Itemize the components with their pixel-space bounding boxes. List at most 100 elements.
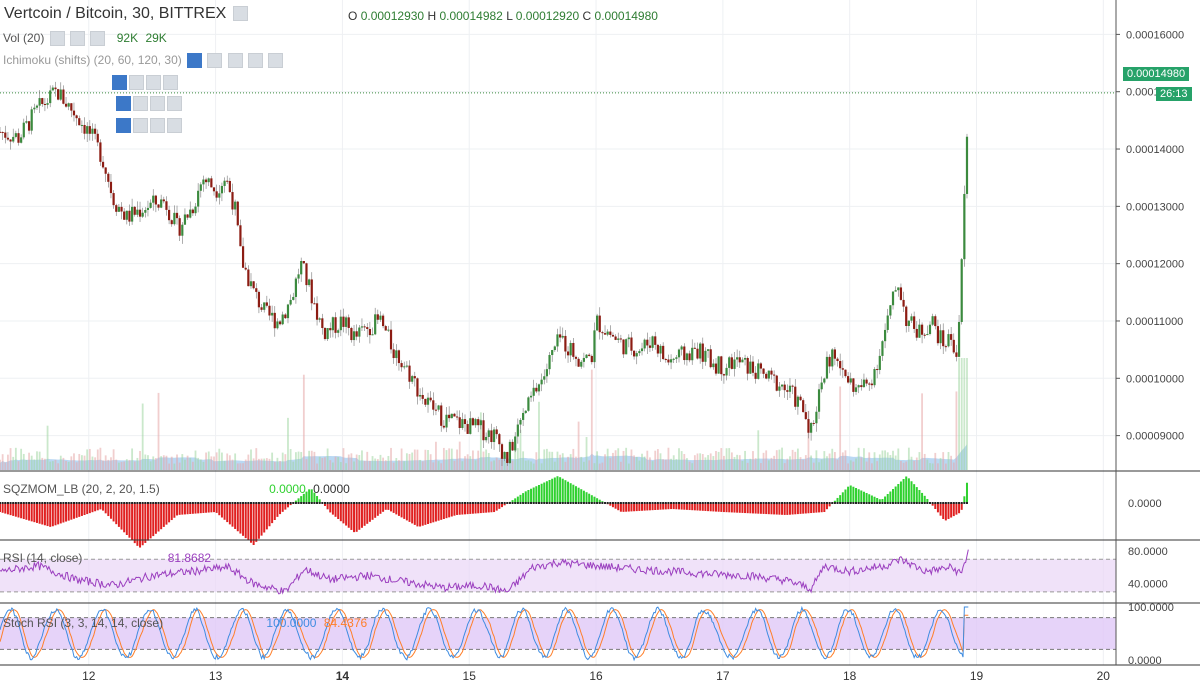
momentum-bar (918, 490, 921, 503)
squeeze-dot (889, 502, 892, 504)
candle-body (730, 357, 733, 369)
squeeze-dot (839, 502, 842, 504)
momentum-bar (522, 493, 525, 503)
volume-bar (487, 453, 490, 470)
candle-body (136, 209, 139, 215)
candle-body (411, 376, 414, 382)
momentum-bar (316, 496, 319, 503)
volume-bar (754, 458, 757, 470)
volume-bar (376, 459, 379, 470)
momentum-bar (162, 503, 165, 527)
momentum-bar (358, 503, 361, 530)
eye-icon[interactable] (116, 118, 131, 134)
volume-bar (374, 458, 377, 470)
settings-icon[interactable] (232, 6, 248, 22)
volume-bar (802, 459, 805, 470)
momentum-bar (725, 503, 728, 513)
squeeze-dot (20, 502, 23, 504)
candle-body (577, 358, 580, 367)
squeeze-dot (0, 502, 1, 504)
eye-icon[interactable] (116, 96, 131, 112)
volume-bar (65, 460, 67, 470)
momentum-bar (342, 503, 345, 524)
time-tick-label: 16 (589, 669, 603, 683)
candle-body (249, 281, 253, 287)
candle-body (337, 330, 340, 333)
close-icon[interactable] (167, 118, 182, 134)
vol-close-icon[interactable] (90, 31, 106, 47)
volume-bar (857, 447, 860, 470)
squeeze-dot (355, 502, 358, 504)
settings-icon[interactable] (133, 96, 148, 112)
candle-body (865, 379, 868, 384)
momentum-bar (353, 503, 356, 533)
candle-body (178, 218, 181, 236)
candle-body (477, 419, 480, 426)
momentum-bar (815, 503, 818, 513)
candle-body (358, 327, 361, 337)
volume-bar (83, 455, 86, 470)
ichimoku-source-icon[interactable] (227, 53, 243, 69)
squeeze-dot (165, 502, 168, 504)
settings-icon[interactable] (129, 75, 144, 91)
candle-body (804, 412, 807, 420)
momentum-bar (572, 484, 575, 503)
candle-body (363, 326, 366, 328)
add-icon[interactable] (150, 96, 165, 112)
close-icon[interactable] (163, 75, 178, 91)
momentum-bar (934, 503, 937, 509)
ichimoku-close-icon[interactable] (268, 53, 284, 69)
momentum-bar (630, 503, 633, 512)
volume-bar (141, 403, 144, 470)
candle-body (455, 416, 459, 418)
candle-body (268, 305, 271, 316)
vol-legend: Vol (20) 92K 29K (3, 31, 167, 47)
candle-body (667, 359, 670, 363)
squeeze-dot (419, 502, 422, 504)
candle-body (426, 397, 430, 405)
candle-body (704, 350, 707, 362)
candle-body (88, 126, 91, 134)
volume-bar (78, 453, 81, 470)
candle-body (543, 376, 546, 380)
squeeze-dot (672, 502, 675, 504)
volume-bar (712, 456, 715, 470)
volume-bar (688, 461, 691, 470)
vol-settings-icon[interactable] (49, 31, 65, 47)
candle-body (413, 376, 416, 379)
squeeze-dot (96, 502, 99, 504)
close-icon[interactable] (167, 96, 182, 112)
momentum-bar (889, 491, 892, 503)
candle-body (833, 349, 836, 359)
settings-icon[interactable] (133, 118, 148, 134)
momentum-bar (707, 503, 710, 512)
candle-body (680, 346, 683, 350)
candle-body (434, 409, 438, 411)
add-icon[interactable] (146, 75, 161, 91)
squeeze-dot (736, 502, 739, 504)
vol-add-icon[interactable] (70, 31, 86, 47)
eye-icon[interactable] (187, 53, 203, 69)
volume-bar (921, 393, 923, 470)
volume-bar (807, 410, 810, 470)
ichimoku-settings-icon[interactable] (207, 53, 223, 69)
volume-bar (818, 462, 820, 470)
ichimoku-add-icon[interactable] (248, 53, 264, 69)
volume-bar (139, 450, 141, 470)
momentum-bar (308, 489, 311, 503)
add-icon[interactable] (150, 118, 165, 134)
squeeze-dot (765, 502, 768, 504)
momentum-bar (582, 490, 585, 503)
momentum-bar (112, 503, 115, 522)
momentum-bar (688, 503, 691, 511)
momentum-bar (493, 503, 496, 513)
candle-body (551, 350, 554, 356)
candle-body (601, 332, 604, 334)
candle-body (17, 133, 20, 143)
momentum-bar (374, 503, 377, 518)
ichimoku-legend: Ichimoku (shifts) (20, 60, 120, 30) (3, 53, 284, 69)
squeeze-dot (12, 502, 15, 504)
eye-icon[interactable] (112, 75, 127, 91)
squeeze-dot (427, 502, 430, 504)
momentum-bar (738, 503, 741, 513)
